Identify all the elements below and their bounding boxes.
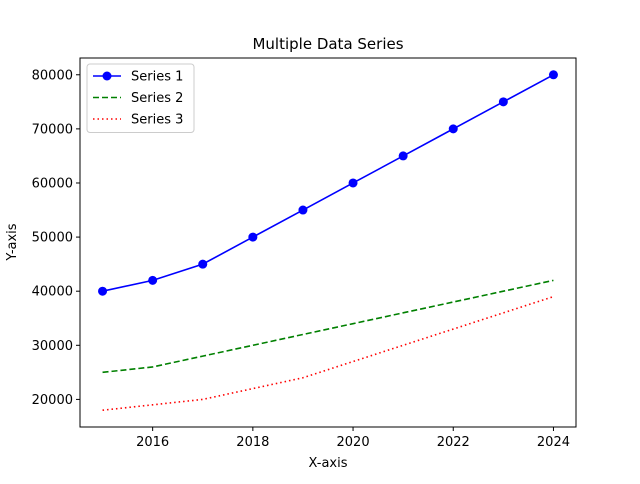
y-tick-label-40000: 40000 (32, 285, 73, 300)
series-1-point-2018 (248, 232, 258, 242)
legend-series-1-marker (102, 71, 112, 81)
y-tick-label-70000: 70000 (32, 122, 73, 137)
x-tick-label-2024: 2024 (537, 435, 570, 450)
chart-title: Multiple Data Series (252, 35, 403, 53)
legend: Series 1 Series 2 Series 3 (86, 63, 195, 133)
legend-series-1-label: Series 1 (131, 70, 183, 85)
series-1-point-2021 (398, 151, 408, 161)
series-1-point-2015 (98, 286, 108, 296)
series-1-point-2016 (148, 275, 158, 285)
y-tick-label-80000: 80000 (32, 68, 73, 83)
series-3-line (102, 295, 554, 412)
series-1-point-2024 (548, 70, 558, 80)
series-1-point-2019 (298, 205, 308, 215)
plot-area: 2016 2018 2020 2022 2024 20000 30000 40000 50000… (32, 57, 577, 450)
series-1-point-2023 (498, 97, 508, 107)
legend-series-2-label: Series 2 (131, 91, 183, 106)
y-tick-label-60000: 60000 (32, 176, 73, 191)
series-2-line (102, 279, 554, 374)
legend-box (86, 63, 195, 133)
x-tick-label-2018: 2018 (236, 435, 269, 450)
x-tick-label-2020: 2020 (337, 435, 370, 450)
series-1-point-2020 (348, 178, 358, 188)
x-tick-label-2022: 2022 (437, 435, 470, 450)
series-1-point-2017 (198, 259, 208, 269)
axes-frame (79, 57, 577, 428)
series-1-point-2022 (448, 124, 458, 134)
y-tick-label-20000: 20000 (32, 393, 73, 408)
y-tick-label-50000: 50000 (32, 231, 73, 246)
series-1-line (102, 74, 554, 292)
x-axis-label: X-axis (309, 456, 348, 471)
legend-series-3-label: Series 3 (131, 113, 183, 128)
x-tick-label-2016: 2016 (136, 435, 169, 450)
y-tick-label-30000: 30000 (32, 339, 73, 354)
y-axis-label: Y-axis (5, 223, 20, 261)
